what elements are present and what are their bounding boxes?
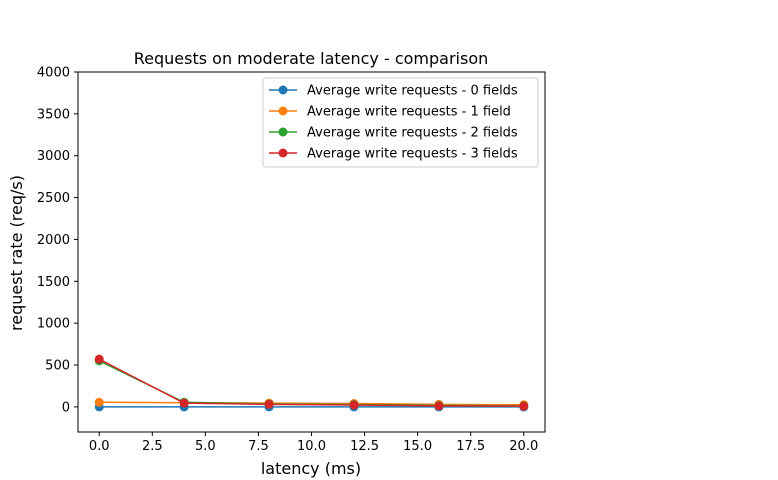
data-point: [349, 400, 359, 410]
x-tick-label: 0.0: [89, 439, 110, 454]
legend-label: Average write requests - 1 field: [307, 105, 511, 120]
legend-item: Average write requests - 3 fields: [269, 147, 518, 162]
legend-item: Average write requests - 2 fields: [269, 126, 518, 141]
x-tick-label: 17.5: [456, 439, 485, 454]
y-tick-label: 1500: [37, 275, 70, 290]
legend-swatch-marker: [278, 127, 288, 137]
legend: Average write requests - 0 fields Average…: [262, 77, 539, 168]
y-tick-label: 2000: [37, 233, 70, 248]
x-axis-title: latency (ms): [261, 459, 361, 478]
y-tick-label: 1000: [37, 317, 70, 332]
y-tick-label: 4000: [37, 66, 70, 81]
legend-item: Average write requests - 1 field: [269, 105, 511, 120]
data-point: [94, 354, 104, 364]
legend-box: [262, 77, 539, 168]
x-axis: 0.0 2.5 5.0 7.5 10.0 12.5 15.0 17.5 20.0: [89, 432, 538, 454]
series-layer: [94, 354, 529, 412]
x-tick-label: 15.0: [403, 439, 432, 454]
x-tick-label: 10.0: [297, 439, 326, 454]
data-point: [519, 401, 529, 411]
y-tick-label: 500: [45, 359, 70, 374]
x-tick-label: 2.5: [142, 439, 163, 454]
legend-swatch-marker: [278, 85, 288, 95]
data-point: [434, 401, 444, 411]
y-axis: 0 500 1000 1500 2000 2500 3000 3500 4000: [37, 66, 78, 415]
y-axis-title: request rate (req/s): [7, 175, 26, 331]
y-tick-label: 0: [62, 400, 70, 415]
legend-label: Average write requests - 0 fields: [307, 84, 518, 99]
x-tick-label: 7.5: [248, 439, 269, 454]
data-point: [264, 399, 274, 409]
data-point: [179, 398, 189, 408]
y-tick-label: 3500: [37, 107, 70, 122]
legend-label: Average write requests - 3 fields: [307, 147, 518, 162]
plot-frame: [77, 71, 546, 433]
series-line: [98, 360, 524, 407]
data-point: [94, 397, 104, 407]
x-tick-label: 5.0: [195, 439, 216, 454]
series-line: [99, 401, 524, 406]
legend-item: Average write requests - 0 fields: [269, 84, 518, 99]
y-tick-label: 2500: [37, 191, 70, 206]
series-line: [98, 358, 524, 407]
x-tick-label: 20.0: [509, 439, 538, 454]
chart-title: Requests on moderate latency - compariso…: [134, 49, 489, 68]
legend-label: Average write requests - 2 fields: [307, 126, 518, 141]
series-3: [94, 354, 529, 411]
legend-swatch-marker: [278, 106, 288, 116]
x-tick-label: 12.5: [350, 439, 379, 454]
y-tick-label: 3000: [37, 149, 70, 164]
legend-swatch-marker: [278, 148, 288, 158]
